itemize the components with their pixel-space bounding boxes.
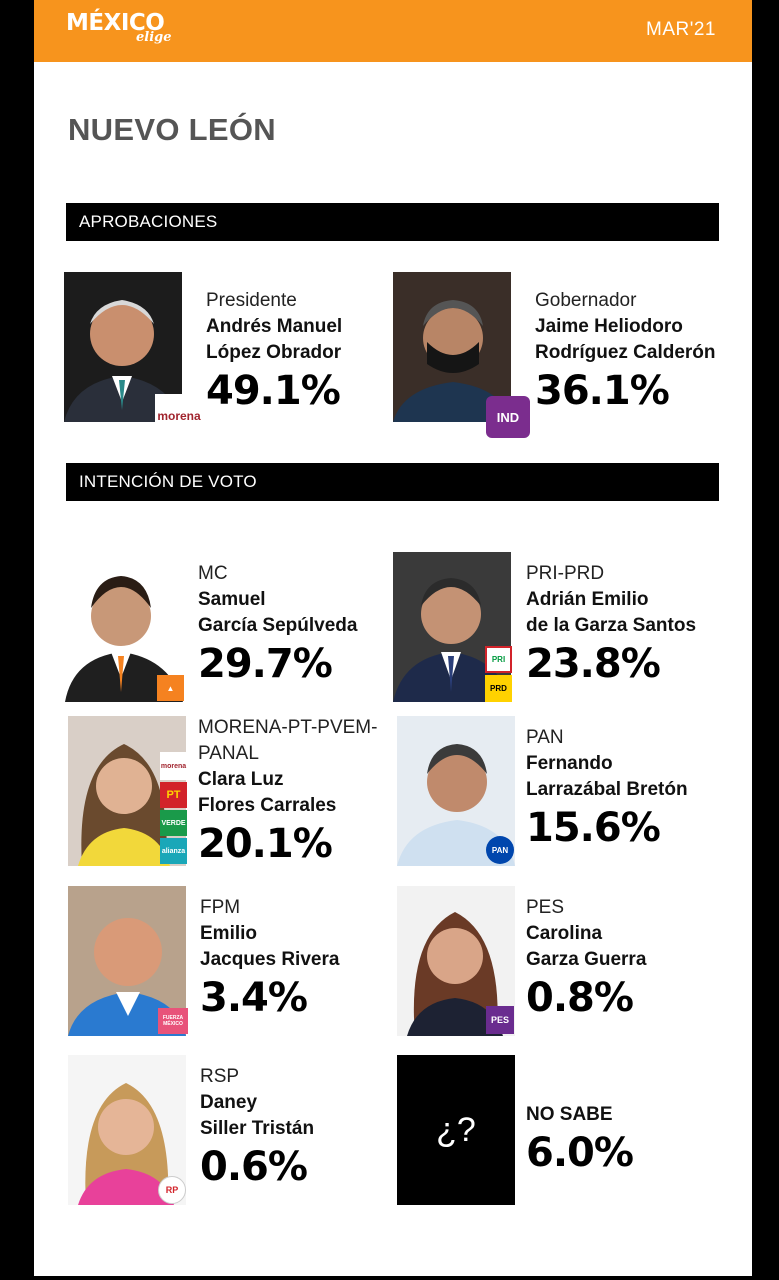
name-line1: Jaime Heliodoro <box>535 316 683 337</box>
pes-badge: PES <box>486 1006 514 1034</box>
party-label-line1: MORENA-PT-PVEM- <box>198 717 378 738</box>
approval-percent: 49.1% <box>206 368 341 414</box>
approval-governor: Gobernador Jaime Heliodoro Rodríguez Cal… <box>535 288 716 416</box>
survey-date: MAR'21 <box>646 19 716 40</box>
name-line2: López Obrador <box>206 342 342 363</box>
mexico-elige-logo: MÉXICO elige <box>66 10 172 45</box>
candidate-rsp: RSP Daney Siller Tristán 0.6% <box>200 1064 314 1192</box>
candidate-no-sabe: NO SABE 6.0% <box>526 1102 634 1178</box>
party-label: PRI-PRD <box>526 563 605 584</box>
state-title: NUEVO LEÓN <box>68 112 276 147</box>
ind-badge: IND <box>486 396 530 438</box>
name-line2: Siller Tristán <box>200 1118 315 1139</box>
name-line2: Larrazábal Bretón <box>526 779 688 800</box>
candidate-pan: PAN Fernando Larrazábal Bretón 15.6% <box>526 725 688 853</box>
role-label: Gobernador <box>535 290 637 311</box>
vote-percent: 0.8% <box>526 975 634 1021</box>
morena-badge: morena <box>160 752 187 780</box>
party-label: RSP <box>200 1066 240 1087</box>
candidate-fpm: FPM Emilio Jacques Rivera 3.4% <box>200 895 339 1023</box>
approval-president: Presidente Andrés Manuel López Obrador 4… <box>206 288 342 416</box>
party-label: PES <box>526 897 565 918</box>
role-label: Presidente <box>206 290 297 311</box>
pan-badge: PAN <box>486 836 514 864</box>
header-bar: MÉXICO elige MAR'21 <box>34 0 752 62</box>
no-sabe-label: NO SABE <box>526 1104 613 1125</box>
infographic-card: MÉXICO elige MAR'21 NUEVO LEÓN APROBACIO… <box>34 0 752 1276</box>
vote-percent: 15.6% <box>526 805 661 851</box>
photo-amlo <box>64 272 182 422</box>
vote-percent: 6.0% <box>526 1130 634 1176</box>
name-line2: Rodríguez Calderón <box>535 342 716 363</box>
photo-emilio-jacques <box>68 886 186 1036</box>
party-label-line2: PANAL <box>198 743 259 764</box>
name-line2: de la Garza Santos <box>526 615 697 636</box>
morena-badge: morena <box>155 394 203 438</box>
alianza-badge: alianza <box>160 838 187 864</box>
pt-badge: PT <box>160 782 187 808</box>
vote-percent: 20.1% <box>198 821 333 867</box>
name-line1: Andrés Manuel <box>206 316 343 337</box>
vote-percent: 3.4% <box>200 975 308 1021</box>
vote-percent: 29.7% <box>198 641 333 687</box>
name-line1: Carolina <box>526 923 603 944</box>
pri-badge: PRI <box>485 646 512 673</box>
section-approvals-bar: APROBACIONES <box>66 203 719 241</box>
prd-badge: PRD <box>485 675 512 702</box>
name-line1: Clara Luz <box>198 769 284 790</box>
name-line2: Jacques Rivera <box>200 949 340 970</box>
photo-samuel-garcia <box>65 552 183 702</box>
name-line1: Fernando <box>526 753 613 774</box>
rsp-badge: RP <box>158 1176 186 1204</box>
name-line2: Flores Carrales <box>198 795 337 816</box>
party-label: FPM <box>200 897 241 918</box>
approval-percent: 36.1% <box>535 368 670 414</box>
verde-badge: VERDE <box>160 810 187 836</box>
mc-party-icon: ▲ <box>157 675 184 701</box>
name-line1: Daney <box>200 1092 258 1113</box>
candidate-pri-prd: PRI-PRD Adrián Emilio de la Garza Santos… <box>526 561 696 689</box>
vote-percent: 0.6% <box>200 1144 308 1190</box>
name-line1: Emilio <box>200 923 258 944</box>
candidate-mc: MC Samuel García Sepúlveda 29.7% <box>198 561 357 689</box>
section-vote-intention-bar: INTENCIÓN DE VOTO <box>66 463 719 501</box>
fuerza-mexico-badge: FUERZA MÉXICO <box>158 1008 188 1034</box>
party-label: PAN <box>526 727 564 748</box>
candidate-morena-coalition: MORENA-PT-PVEM- PANAL Clara Luz Flores C… <box>198 715 377 869</box>
name-line1: Samuel <box>198 589 266 610</box>
unknown-placeholder: ¿? <box>397 1055 515 1205</box>
name-line2: García Sepúlveda <box>198 615 358 636</box>
candidate-pes: PES Carolina Garza Guerra 0.8% <box>526 895 646 1023</box>
vote-percent: 23.8% <box>526 641 661 687</box>
name-line1: Adrián Emilio <box>526 589 649 610</box>
party-label: MC <box>198 563 228 584</box>
name-line2: Garza Guerra <box>526 949 647 970</box>
